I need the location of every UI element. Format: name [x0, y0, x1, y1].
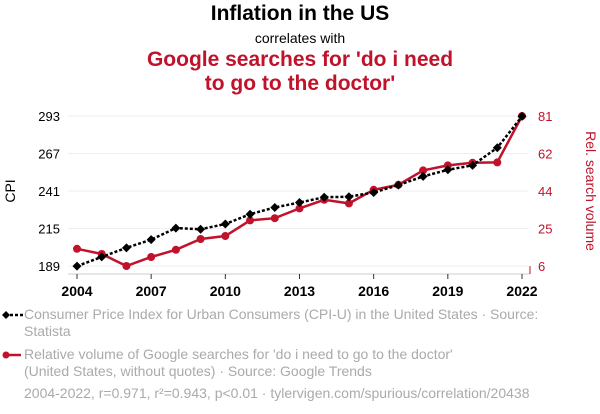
point-cpi [295, 198, 304, 208]
x-tick-label: 2016 [358, 283, 389, 299]
x-tick-label: 2019 [432, 283, 463, 299]
y-tick-label: 267 [38, 147, 60, 162]
point-cpi [443, 165, 453, 175]
legend-cpi-label: Consumer Price Index for Urban Consumers… [24, 306, 539, 339]
point-searches [221, 232, 230, 240]
point-cpi [344, 192, 354, 202]
x-tick-label: 2004 [61, 283, 92, 299]
y-tick-label: 241 [38, 184, 60, 199]
point-cpi [196, 224, 206, 234]
y2-tick-label: 81 [538, 109, 552, 124]
point-searches [147, 253, 156, 261]
y2-tick-label: 25 [538, 222, 552, 237]
legend-searches-icon [2, 351, 21, 359]
x-tick-label: 2013 [284, 283, 315, 299]
point-cpi [72, 261, 82, 271]
point-cpi [121, 243, 131, 253]
y-tick-label: 293 [38, 109, 60, 124]
point-cpi [468, 160, 478, 170]
point-cpi [245, 209, 255, 219]
y2-tick-label: 6 [538, 259, 545, 274]
chart-subtitle: correlates with [254, 30, 346, 46]
chart-title-2: Google searches for 'do i need to go to … [0, 48, 600, 96]
y2-tick-label: 44 [538, 184, 552, 199]
point-cpi [418, 171, 428, 181]
footer-stats: 2004-2022, r=0.971, r²=0.943, p<0.01 · t… [24, 385, 530, 401]
point-cpi [220, 219, 230, 229]
point-cpi [393, 180, 403, 190]
chart-area: 189 215 241 267 293 6 25 44 62 81 2004 2007 2010 2013… [2, 109, 599, 299]
point-cpi [369, 187, 379, 197]
point-searches [493, 158, 502, 167]
point-searches [122, 262, 131, 270]
y-tick-label: 189 [38, 259, 60, 274]
point-cpi [517, 111, 527, 121]
point-searches [295, 204, 304, 213]
legend-searches-label: Relative volume of Google searches for '… [24, 346, 453, 379]
legend-item-cpi: Consumer Price Index for Urban Consumers… [2, 306, 544, 340]
point-searches [246, 216, 255, 225]
chart-title-2-text: Google searches for 'do i need to go to … [146, 48, 454, 95]
legend-cpi-icon [2, 311, 23, 319]
point-searches [270, 214, 279, 223]
x-tick-label: 2010 [210, 283, 241, 299]
point-cpi [270, 202, 280, 212]
legend-item-searches: Relative volume of Google searches for '… [2, 346, 494, 380]
point-cpi [171, 223, 181, 233]
point-cpi [492, 143, 502, 153]
point-searches [171, 245, 180, 254]
point-cpi [97, 252, 107, 262]
y-axis-title: CPI [2, 179, 18, 202]
point-searches [419, 166, 428, 175]
point-searches [196, 235, 205, 243]
y2-tick-label: 62 [538, 147, 552, 162]
point-searches [344, 199, 353, 208]
point-cpi [319, 192, 329, 202]
chart-title: Inflation in the US [210, 2, 390, 25]
point-cpi [146, 235, 156, 245]
point-searches [73, 244, 81, 253]
x-tick-label: 2022 [506, 283, 537, 299]
y-tick-label: 215 [38, 222, 60, 237]
x-tick-label: 2007 [136, 283, 167, 299]
y2-axis-title: Rel. search volume [583, 131, 599, 251]
